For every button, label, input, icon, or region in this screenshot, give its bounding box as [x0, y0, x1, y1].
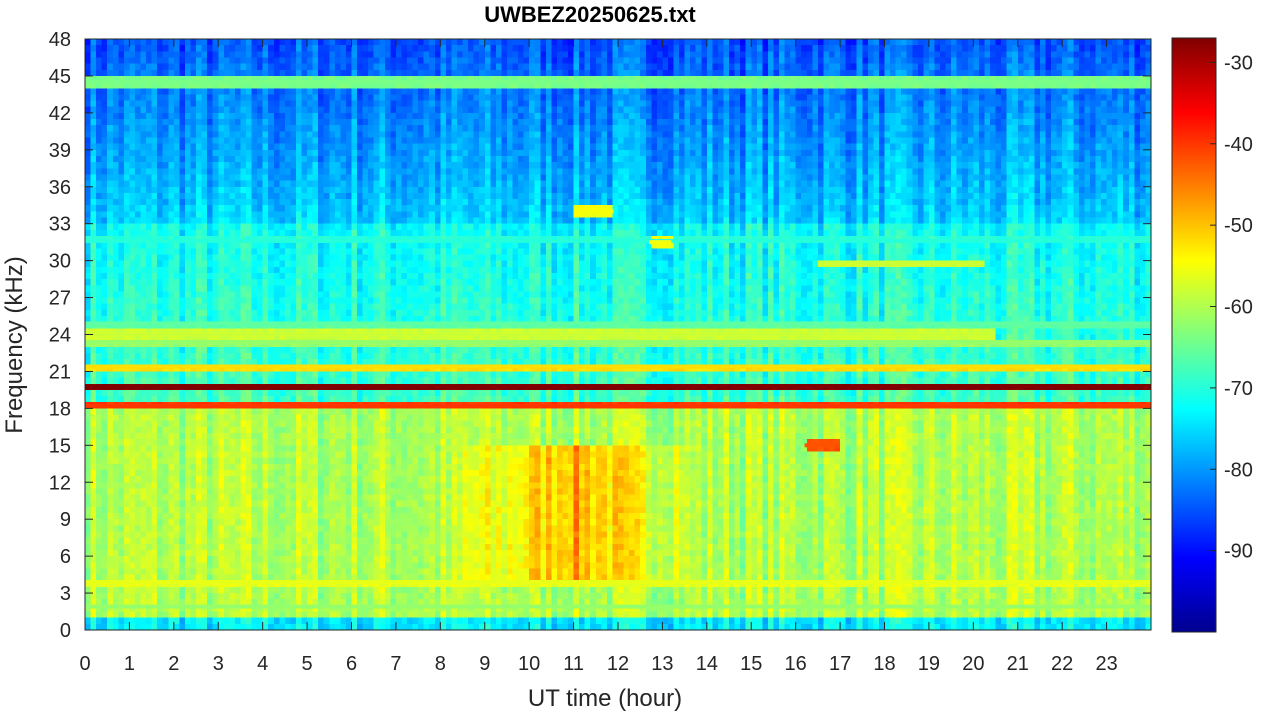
- y-tick-label: 0: [60, 620, 71, 642]
- x-tick-label: 0: [79, 653, 90, 675]
- x-tick-label: 14: [696, 653, 718, 675]
- x-tick-label: 21: [1007, 653, 1029, 675]
- y-tick-label: 9: [60, 509, 71, 531]
- y-tick-label: 39: [49, 140, 71, 162]
- y-tick-label: 6: [60, 546, 71, 568]
- y-tick-label: 27: [49, 288, 71, 310]
- x-tick-label: 19: [918, 653, 940, 675]
- y-axis-label: Frequency (kHz): [1, 256, 28, 433]
- spectral-line-7: [85, 238, 1151, 243]
- spectral-line-6: [85, 80, 1151, 85]
- spectral-line-4: [85, 332, 996, 337]
- x-tick-label: 3: [213, 653, 224, 675]
- y-tick-label: 12: [49, 472, 71, 494]
- spectral-line-12: [649, 240, 672, 245]
- x-tick-label: 20: [962, 653, 984, 675]
- y-tick-label: 24: [49, 325, 71, 347]
- spectral-line-3: [85, 339, 1151, 344]
- y-tick-label: 30: [49, 251, 71, 273]
- spectral-line-13: [804, 443, 841, 448]
- spectral-line-2: [85, 364, 1151, 369]
- colorbar-tick-label: -60: [1224, 297, 1253, 319]
- y-tick-label: 36: [49, 177, 71, 199]
- x-tick-label: 15: [740, 653, 762, 675]
- colorbar-tick-label: -30: [1224, 52, 1253, 74]
- x-tick-label: 1: [124, 653, 135, 675]
- spectral-line-8: [85, 579, 1151, 584]
- y-tick-label: 15: [49, 435, 71, 457]
- y-tick-label: 21: [49, 361, 71, 383]
- spectral-line-0: [85, 384, 1151, 389]
- x-tick-label: 10: [518, 653, 540, 675]
- colorbar-tick-label: -50: [1224, 215, 1253, 237]
- x-tick-label: 9: [479, 653, 490, 675]
- chart-title: UWBEZ20250625.txt: [484, 2, 696, 27]
- x-tick-label: 13: [651, 653, 673, 675]
- spectral-line-1: [85, 403, 1151, 408]
- spectral-line-9: [85, 604, 1151, 609]
- x-tick-label: 8: [435, 653, 446, 675]
- y-tick-label: 42: [49, 103, 71, 125]
- spectrogram-heatmap: [85, 39, 1151, 630]
- x-tick-label: 11: [563, 653, 584, 675]
- colorbar-tick-label: -40: [1224, 134, 1253, 156]
- y-tick-label: 18: [49, 398, 71, 420]
- x-tick-label: 4: [257, 653, 268, 675]
- x-tick-label: 12: [607, 653, 629, 675]
- colorbar-tick-label: -70: [1224, 378, 1253, 400]
- colorbar: [1171, 37, 1217, 633]
- x-tick-label: 17: [829, 653, 851, 675]
- spectral-line-5: [85, 321, 1151, 326]
- x-tick-label: 7: [390, 653, 401, 675]
- colorbar-tick-label: -90: [1224, 541, 1253, 563]
- x-tick-label: 23: [1095, 653, 1117, 675]
- x-axis-label: UT time (hour): [528, 685, 682, 712]
- x-tick-label: 2: [168, 653, 179, 675]
- spectral-line-10: [817, 261, 983, 266]
- y-tick-label: 48: [49, 29, 71, 51]
- x-tick-label: 16: [785, 653, 807, 675]
- y-tick-label: 33: [49, 214, 71, 236]
- x-tick-label: 18: [873, 653, 895, 675]
- y-tick-label: 3: [60, 583, 71, 605]
- x-tick-label: 22: [1051, 653, 1073, 675]
- x-tick-label: 5: [302, 653, 313, 675]
- y-tick-label: 45: [49, 66, 71, 88]
- spectral-line-11: [573, 209, 614, 214]
- colorbar-tick-label: -80: [1224, 459, 1253, 481]
- x-axis: 0 1 2 3 4 5 6 7 8 9 10 11 12 13 14 15 16 17 18 19 20 21 22 23: [79, 39, 1118, 675]
- colorbar-ticks: -90 -80 -70 -60 -50 -40 -30: [1210, 52, 1253, 563]
- x-tick-label: 6: [346, 653, 357, 675]
